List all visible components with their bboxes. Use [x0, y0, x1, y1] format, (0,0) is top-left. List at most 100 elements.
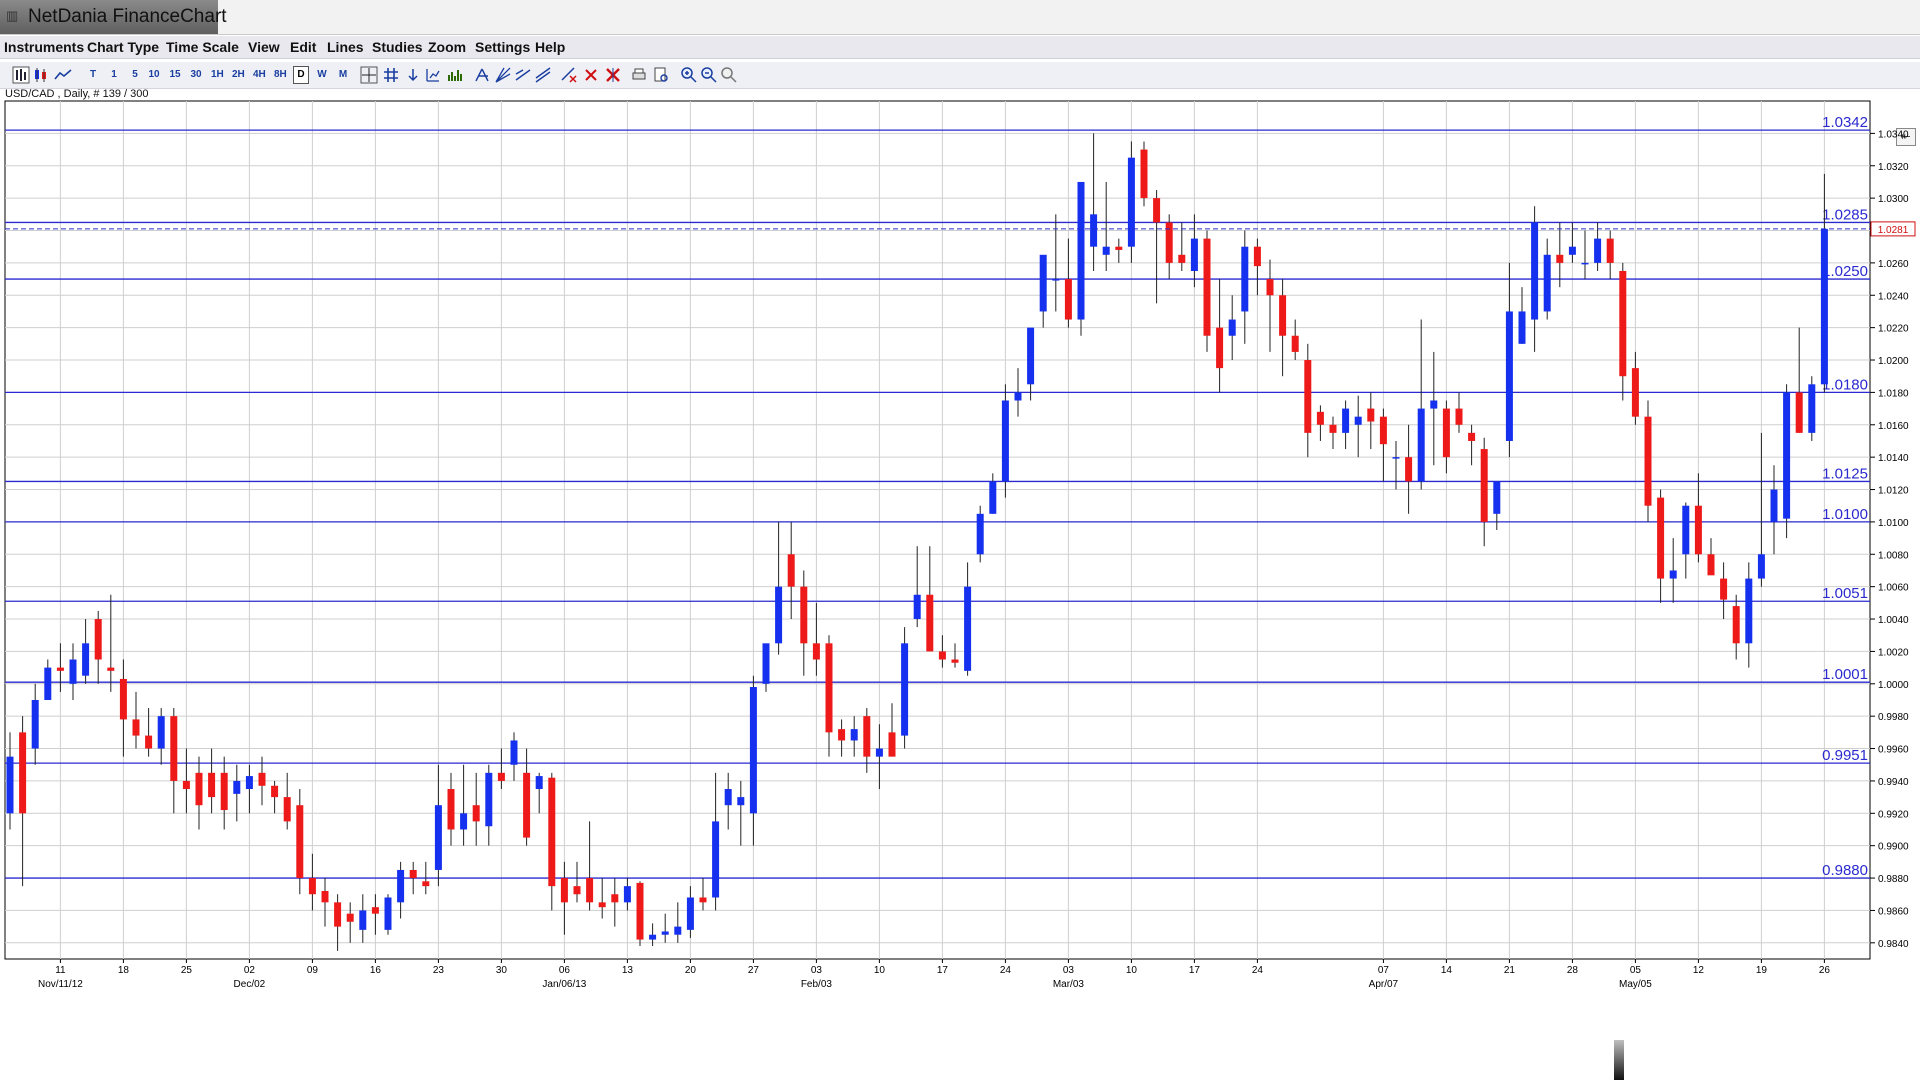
delete-icon[interactable]	[582, 66, 600, 84]
candle-body	[1694, 505, 1702, 555]
trend-icon[interactable]	[514, 66, 532, 84]
print-icon[interactable]	[630, 66, 648, 84]
menu-time-scale[interactable]: Time Scale	[166, 39, 239, 55]
x-tick-label: 18	[118, 965, 130, 976]
volume-icon[interactable]	[446, 66, 464, 84]
menu-edit[interactable]: Edit	[290, 39, 317, 55]
y-tick-label: 0.9920	[1878, 809, 1909, 820]
candle-body	[359, 910, 367, 930]
menu-studies[interactable]: Studies	[372, 39, 423, 55]
line-chart-icon[interactable]	[54, 66, 72, 84]
candle-body	[762, 643, 770, 684]
x-month-label: Apr/07	[1369, 979, 1399, 990]
x-month-label: Mar/03	[1053, 979, 1085, 990]
candle-body	[245, 776, 253, 790]
app-tab[interactable]: ▥ NetDania FinanceChart	[0, 0, 227, 34]
x-tick-label: 07	[1378, 965, 1390, 976]
candle-body	[749, 687, 757, 814]
timescale-monthly[interactable]: M	[338, 69, 348, 80]
timescale-1min[interactable]: 1	[111, 69, 117, 80]
price-chart[interactable]: 1.0342 1.0285 1.0250 1.0180 1.0125 1.0100 1.00…	[0, 97, 1920, 1007]
remove-line-icon[interactable]	[560, 66, 578, 84]
candle-body	[208, 772, 216, 798]
candle-body	[69, 659, 77, 684]
menu-view[interactable]: View	[248, 39, 280, 55]
candle-body	[548, 777, 556, 887]
level-label: 1.0125	[1822, 465, 1868, 482]
candle-body	[1531, 222, 1539, 320]
level-label: 1.0285	[1822, 206, 1868, 223]
y-tick-label: 1.0120	[1878, 486, 1909, 497]
arrow-down-icon[interactable]	[404, 66, 422, 84]
candle-body	[1329, 424, 1337, 433]
timescale-daily[interactable]: D	[293, 66, 309, 84]
timescale-weekly[interactable]: W	[317, 69, 327, 80]
candle-body	[1757, 554, 1765, 579]
x-tick-label: 10	[1126, 965, 1138, 976]
timescale-1h[interactable]: 1H	[211, 69, 224, 80]
candle-body	[6, 756, 14, 814]
candle-body	[497, 772, 505, 781]
candle-body	[787, 554, 795, 587]
candle-body	[1102, 246, 1110, 255]
menu-help[interactable]: Help	[535, 39, 566, 55]
studies-icon[interactable]	[424, 66, 442, 84]
menu-chart-type[interactable]: Chart Type	[87, 39, 160, 55]
candle-body	[812, 643, 820, 660]
bar-chart-icon[interactable]	[12, 66, 30, 84]
candle-body	[976, 513, 984, 555]
delete-all-icon[interactable]	[604, 66, 622, 84]
fan-icon[interactable]	[494, 66, 512, 84]
candle-body	[1405, 457, 1413, 482]
chart-grid	[5, 101, 1870, 959]
candle-body	[938, 651, 946, 660]
candle-body	[775, 586, 783, 644]
grid-icon[interactable]	[382, 66, 400, 84]
candle-chart-icon[interactable]	[32, 66, 50, 84]
timescale-30min[interactable]: 30	[190, 69, 202, 80]
x-tick-label: 28	[1567, 965, 1579, 976]
candle-body	[334, 902, 342, 927]
candle-body	[1442, 408, 1450, 458]
candle-body	[119, 678, 127, 720]
candle-body	[1480, 449, 1488, 522]
fib-icon[interactable]	[474, 66, 492, 84]
instrument-info: USD/CAD , Daily, # 139 / 300	[5, 88, 149, 100]
timescale-2h[interactable]: 2H	[232, 69, 245, 80]
zoom-reset-icon[interactable]	[720, 66, 738, 84]
candle-body	[1619, 270, 1627, 377]
menu-lines[interactable]: Lines	[327, 39, 364, 55]
y-tick-label: 1.0220	[1878, 324, 1909, 335]
timescale-8h[interactable]: 8H	[274, 69, 287, 80]
menu-zoom[interactable]: Zoom	[428, 39, 467, 55]
y-tick-label: 1.0100	[1878, 518, 1909, 529]
candle-body	[510, 740, 518, 765]
candle-body	[1064, 279, 1072, 320]
timescale-10min[interactable]: 10	[148, 69, 160, 80]
candle-body	[308, 878, 316, 895]
last-price-label: 1.0281	[1878, 225, 1909, 236]
y-tick-label: 1.0240	[1878, 291, 1909, 302]
menu-instruments[interactable]: Instruments	[4, 39, 85, 55]
channel-icon[interactable]	[534, 66, 552, 84]
timescale-15min[interactable]: 15	[169, 69, 181, 80]
candle-body	[1631, 368, 1639, 417]
timescale-tick[interactable]: T	[89, 69, 97, 80]
y-tick-label: 1.0040	[1878, 615, 1909, 626]
menu-bar: Instruments Chart Type Time Scale View E…	[0, 36, 1920, 59]
candle-body	[1279, 295, 1287, 336]
candle-body	[901, 643, 909, 736]
timescale-4h[interactable]: 4H	[253, 69, 266, 80]
panel-toggle-button[interactable]: ⇤	[1896, 128, 1916, 146]
crosshair-icon[interactable]	[360, 66, 378, 84]
candle-body	[1127, 157, 1135, 247]
x-tick-label: 14	[1441, 965, 1453, 976]
menu-settings[interactable]: Settings	[475, 39, 531, 55]
zoom-in-icon[interactable]	[680, 66, 698, 84]
candle-body	[560, 878, 568, 903]
candle-body	[94, 619, 102, 660]
zoom-out-icon[interactable]	[700, 66, 718, 84]
timescale-5min[interactable]: 5	[132, 69, 138, 80]
x-tick-label: 03	[811, 965, 823, 976]
print-preview-icon[interactable]	[652, 66, 670, 84]
